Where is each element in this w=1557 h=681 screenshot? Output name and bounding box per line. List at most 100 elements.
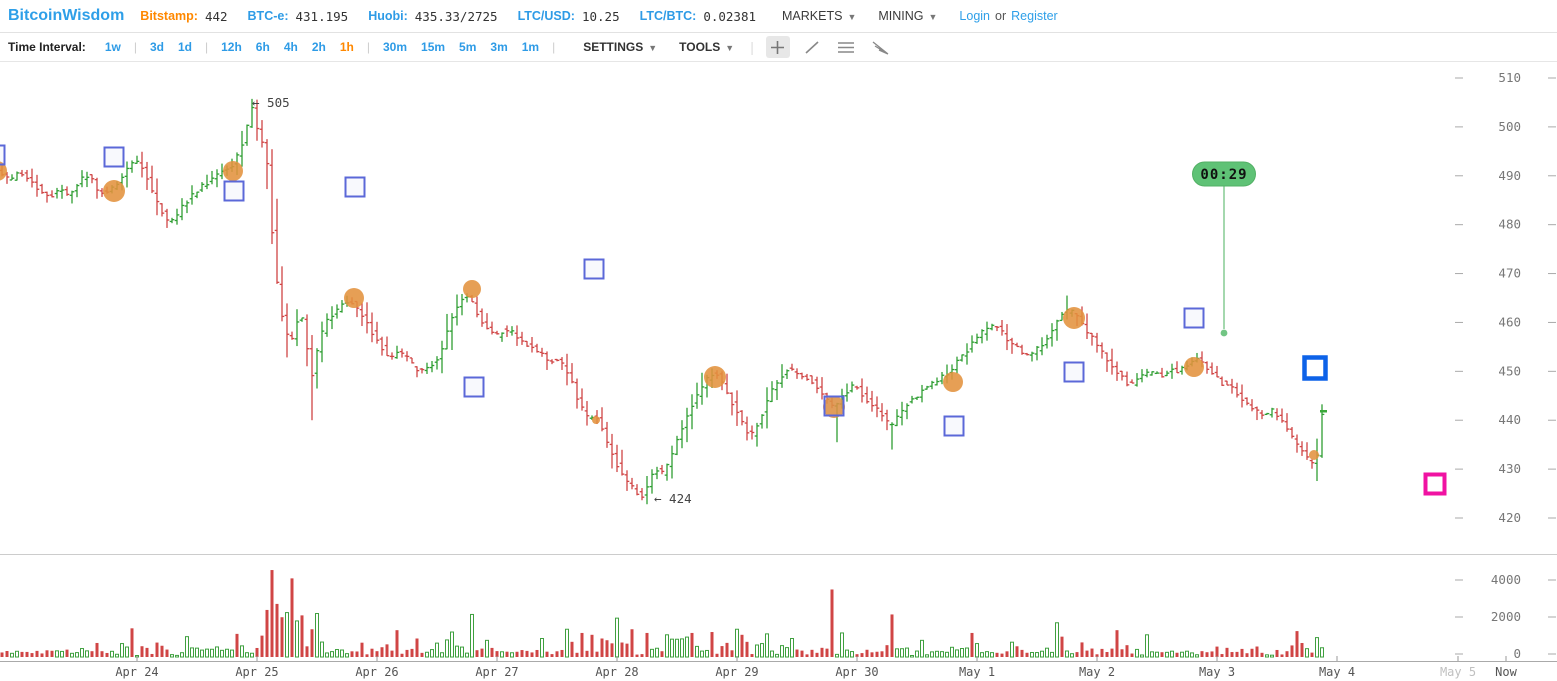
fan-lines-icon[interactable]	[868, 36, 892, 58]
volume-bar	[1220, 654, 1224, 657]
volume-bar	[1200, 651, 1204, 657]
interval-4h[interactable]: 4h	[283, 40, 298, 54]
auth-links: Login or Register	[959, 9, 1057, 23]
volume-bar	[350, 651, 354, 657]
interval-1m[interactable]: 1m	[521, 40, 540, 54]
volume-bar	[120, 643, 124, 658]
ticker-label[interactable]: Bitstamp:	[140, 9, 198, 23]
logo[interactable]: BitcoinWisdom	[8, 7, 125, 24]
volume-bar	[1115, 630, 1119, 657]
price-axis: 510 500 490 480 470 460 450 440 430 420	[1455, 70, 1556, 525]
volume-bar	[360, 642, 364, 657]
ticker-label[interactable]: Huobi:	[368, 9, 408, 23]
volume-bar	[305, 646, 309, 657]
svg-text:490: 490	[1498, 168, 1521, 183]
ticker-value: 435.33/2725	[414, 8, 498, 24]
interval-1w[interactable]: 1w	[104, 40, 121, 54]
volume-bar	[45, 650, 49, 657]
volume-bar	[740, 634, 744, 657]
volume-bar	[970, 632, 974, 657]
volume-bar	[495, 651, 499, 657]
volume-bar	[1290, 645, 1294, 657]
svg-text:Apr 28: Apr 28	[595, 665, 638, 679]
volume-bar	[910, 655, 914, 658]
volume-bar	[50, 650, 54, 657]
volume-bar	[1180, 651, 1184, 658]
volume-bar	[820, 647, 824, 657]
separator: |	[133, 40, 137, 54]
ticker: BTC-e: 431.195	[248, 9, 349, 24]
ticker-label[interactable]: LTC/USD:	[517, 9, 575, 23]
interval-1d[interactable]: 1d	[177, 40, 192, 54]
volume-bar	[470, 613, 474, 658]
candlestick-series	[0, 98, 1325, 505]
volume-bar	[925, 654, 929, 658]
volume-bar	[1050, 651, 1054, 658]
login-link[interactable]: Login	[959, 9, 991, 23]
volume-bar	[455, 645, 459, 658]
volume-bar	[1075, 652, 1079, 657]
volume-bar	[150, 653, 154, 657]
ticker-label[interactable]: BTC-e:	[247, 9, 289, 23]
volume-bar	[780, 645, 784, 658]
volume-bar	[375, 651, 379, 657]
volume-bar	[680, 638, 684, 658]
volume-bar	[250, 652, 254, 658]
interval-1h[interactable]: 1h	[339, 40, 354, 54]
volume-bar	[1040, 650, 1044, 658]
interval-30m[interactable]: 30m	[382, 40, 408, 54]
ticker: LTC/BTC: 0.02381	[640, 9, 756, 24]
settings-menu[interactable]: SETTINGS ▼	[583, 40, 658, 54]
volume-axis: 4000 2000 0	[1455, 572, 1556, 661]
svg-text:May 1: May 1	[959, 665, 995, 679]
volume-bar	[990, 652, 994, 658]
crosshair-icon[interactable]	[765, 36, 790, 58]
volume-bar	[1275, 649, 1279, 657]
volume-bar	[180, 652, 184, 658]
volume-bar	[755, 644, 759, 658]
volume-bar	[500, 651, 504, 658]
menu-markets[interactable]: MARKETS ▼	[782, 9, 857, 23]
ticker-label[interactable]: LTC/BTC:	[639, 9, 697, 23]
volume-bar	[845, 649, 849, 658]
interval-3m[interactable]: 3m	[490, 40, 508, 54]
interval-6h[interactable]: 6h	[255, 40, 270, 54]
volume-bar	[325, 652, 329, 658]
volume-bar	[545, 651, 549, 657]
volume-bar	[615, 617, 619, 658]
trendline-icon[interactable]	[800, 36, 824, 58]
volume-bar	[660, 651, 664, 657]
volume-bar	[730, 650, 734, 657]
interval-5m[interactable]: 5m	[459, 40, 477, 54]
register-link[interactable]: Register	[1011, 9, 1058, 23]
volume-bar	[1070, 653, 1074, 658]
highlight-square-marker[interactable]	[1302, 355, 1328, 381]
svg-text:May 4: May 4	[1319, 665, 1355, 679]
trade-circle-marker	[704, 366, 726, 388]
volume-bar	[125, 646, 129, 658]
magenta-square-marker[interactable]	[1423, 472, 1447, 496]
volume-bar	[945, 651, 949, 658]
volume-bar	[435, 642, 439, 658]
volume-bar	[1120, 649, 1124, 657]
interval-15m[interactable]: 15m	[421, 40, 446, 54]
menu-mining[interactable]: MINING ▼	[878, 9, 938, 23]
order-square-marker	[1063, 361, 1085, 383]
volume-bar	[430, 649, 434, 658]
interval-12h[interactable]: 12h	[221, 40, 242, 54]
volume-bar	[85, 650, 89, 658]
volume-bar	[110, 650, 114, 658]
volume-bar	[1145, 634, 1149, 658]
volume-bar	[480, 648, 484, 657]
interval-2h[interactable]: 2h	[311, 40, 326, 54]
volume-bar	[115, 653, 119, 658]
interval-3d[interactable]: 3d	[149, 40, 164, 54]
tools-menu[interactable]: TOOLS ▼	[679, 40, 735, 54]
volume-bar	[1300, 643, 1304, 657]
volume-bar	[1175, 652, 1179, 657]
volume-bar	[1150, 651, 1154, 658]
horizontal-lines-icon[interactable]	[834, 36, 858, 58]
volume-bar	[395, 630, 399, 657]
volume-bar	[100, 651, 104, 657]
